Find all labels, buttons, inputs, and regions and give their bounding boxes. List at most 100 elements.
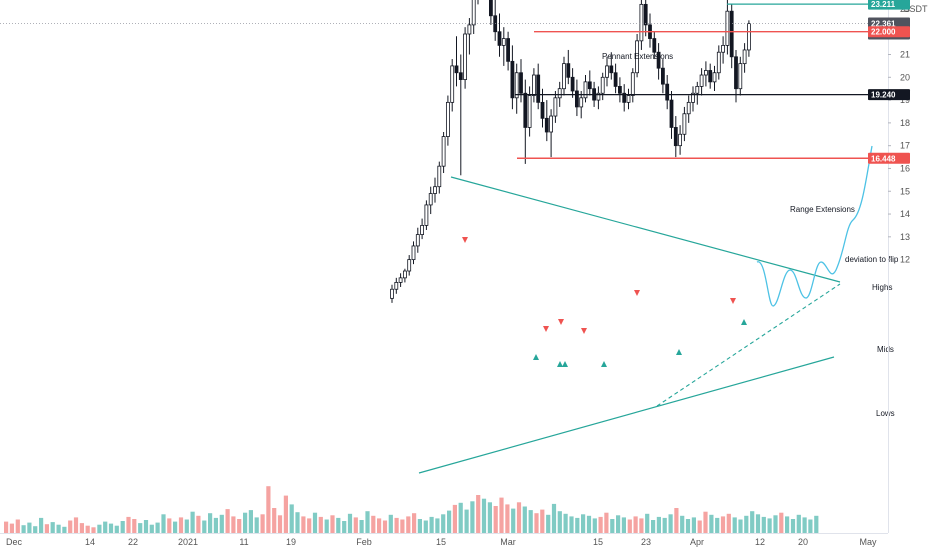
volume-bar <box>4 521 9 533</box>
volume-bar <box>534 513 539 533</box>
volume-bar <box>616 515 621 533</box>
volume-bar <box>260 514 265 533</box>
price-badge: 23.211 <box>868 0 910 10</box>
volume-bars <box>4 486 819 533</box>
candle-down <box>519 72 523 94</box>
candle-up <box>562 63 566 90</box>
volume-bar <box>377 518 382 533</box>
candle-down <box>613 72 618 87</box>
volume-bar <box>231 516 236 533</box>
volume-bar <box>225 509 230 533</box>
volume-bar <box>266 486 271 533</box>
volume-bar <box>138 523 143 533</box>
volume-bar <box>336 517 341 533</box>
candle-up <box>605 65 609 78</box>
highs-label: Highs <box>872 283 892 292</box>
volume-bar <box>476 495 481 533</box>
price-tick-label: 20 <box>900 72 910 82</box>
volume-bar <box>114 525 119 533</box>
volume-bar <box>481 498 487 533</box>
volume-bar <box>633 516 638 533</box>
candle-up <box>725 10 730 46</box>
candle-down <box>609 65 614 74</box>
volume-bar <box>656 516 661 533</box>
volume-bar <box>516 502 522 533</box>
candle-down <box>536 74 541 103</box>
time-tick-label: 19 <box>286 537 296 547</box>
candle-up <box>639 3 644 42</box>
candle-down <box>570 76 575 92</box>
volume-bar <box>301 516 306 533</box>
sell-marker <box>543 326 549 332</box>
candle-down <box>656 51 661 69</box>
time-tick-label: 20 <box>798 537 808 547</box>
mids-label: Mids <box>877 345 894 354</box>
volume-bar <box>796 514 801 533</box>
volume-bar <box>668 514 673 533</box>
candle-up <box>691 92 695 103</box>
volume-bar <box>184 519 189 533</box>
volume-bar <box>779 512 784 533</box>
volume-bar <box>557 511 562 533</box>
volume-bar <box>167 518 172 533</box>
sell-marker <box>581 328 587 334</box>
pennant-lower-trendline <box>418 356 835 474</box>
candle-down <box>458 72 463 80</box>
volume-bar <box>598 516 603 533</box>
volume-bar <box>243 512 248 533</box>
volume-bar <box>499 497 504 533</box>
candle-up <box>420 225 425 235</box>
volume-bar <box>569 516 574 533</box>
candle-up <box>699 74 704 87</box>
price-axis: 1213141516171819202122232425262728293031… <box>888 0 928 533</box>
volume-bar <box>429 516 434 533</box>
volume-bar <box>254 517 259 533</box>
candle-down <box>510 60 515 99</box>
volume-bar <box>487 502 492 533</box>
candle-down <box>669 99 674 128</box>
time-tick-label: Feb <box>356 537 372 547</box>
candle-down <box>523 92 528 128</box>
volume-bar <box>155 522 160 533</box>
volume-bar <box>312 512 318 533</box>
price-badge-bg <box>868 89 910 101</box>
volume-bar <box>237 519 242 533</box>
volume-bar <box>173 521 178 533</box>
time-tick-label: 23 <box>641 537 651 547</box>
volume-bar <box>347 513 353 533</box>
volume-bar <box>464 509 469 533</box>
price-badge-label: 16.448 <box>871 154 896 163</box>
volume-bar <box>720 516 726 533</box>
volume-bar <box>277 515 283 533</box>
price-unit-label: USDT <box>903 4 928 14</box>
volume-bar <box>371 515 376 533</box>
volume-bar <box>470 501 475 533</box>
volume-bar <box>814 515 819 533</box>
annotations: Pennant Extensions Range Extensions deviat… <box>462 52 899 418</box>
sell-marker <box>558 319 564 325</box>
candle-down <box>497 31 502 46</box>
candle-up <box>747 23 751 51</box>
time-tick-label: 22 <box>128 537 138 547</box>
volume-bar <box>143 520 149 533</box>
volume-bar <box>423 520 428 533</box>
price-tick-label: 17 <box>900 141 910 151</box>
volume-bar <box>272 508 277 533</box>
volume-bar <box>39 517 44 533</box>
volume-bar <box>761 516 766 533</box>
candle-up <box>682 113 687 135</box>
volume-bar <box>91 527 96 533</box>
volume-bar <box>50 522 55 533</box>
sell-marker <box>462 237 468 243</box>
volume-bar <box>97 524 102 533</box>
deviation-label: deviation to flip <box>845 255 899 264</box>
candle-up <box>501 38 506 46</box>
volume-bar <box>581 514 586 533</box>
volume-bar <box>546 514 551 533</box>
price-badge: 22.000 <box>868 26 910 38</box>
price-tick-label: 16 <box>900 163 910 173</box>
candle-down <box>544 117 549 133</box>
volume-bar <box>441 514 446 533</box>
volume-bar <box>738 519 743 533</box>
